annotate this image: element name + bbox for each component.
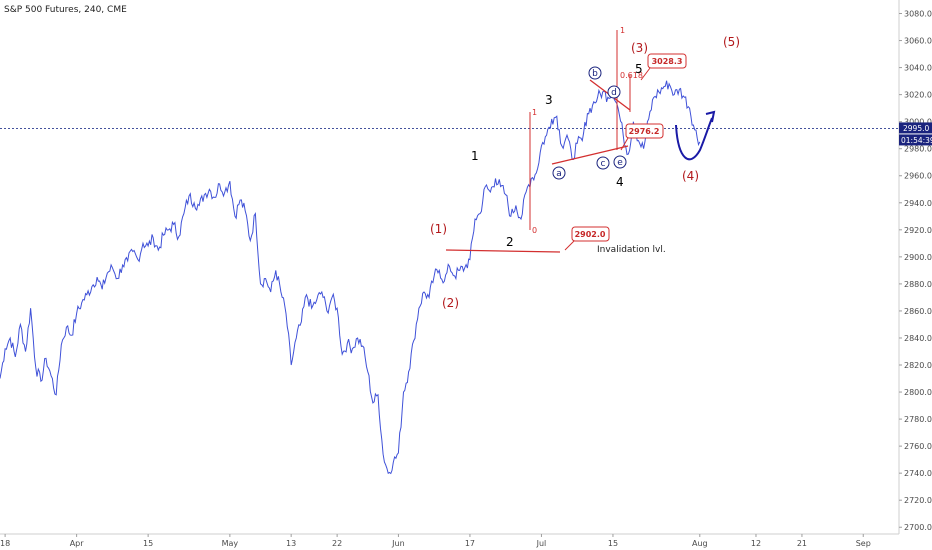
y-tick-label: 2860.0 bbox=[904, 307, 932, 316]
y-tick-label: 2700.0 bbox=[904, 523, 932, 532]
chart-title: S&P 500 Futures, 240, CME bbox=[4, 5, 127, 15]
x-tick-label: 17 bbox=[465, 539, 475, 548]
y-tick-label: 2980.0 bbox=[904, 145, 932, 154]
callout-2902: 2902.0 bbox=[564, 226, 610, 251]
wave-label-red-5: (5) bbox=[723, 35, 740, 49]
forecast-path bbox=[675, 117, 713, 161]
triangle-lower-line bbox=[551, 145, 629, 165]
invalidation-label: Invalidation lvl. bbox=[597, 245, 666, 255]
y-axis[interactable]: 2700.0 2720.0 2740.0 2760.0 2780.0 2800.0 2820… bbox=[898, 0, 932, 534]
x-tick-label: 22 bbox=[332, 539, 342, 548]
forecast-arrowhead bbox=[705, 110, 716, 123]
wave-label-red-2: (2) bbox=[442, 296, 459, 310]
x-tick-label: Jun bbox=[391, 539, 405, 548]
y-tick-label: 3000.0 bbox=[904, 118, 932, 127]
x-tick-label: 12 bbox=[751, 539, 761, 548]
wave-label-black-5: 5 bbox=[635, 62, 643, 76]
svg-text:3028.3: 3028.3 bbox=[652, 57, 683, 66]
svg-text:b: b bbox=[592, 69, 598, 79]
subwave-d: d bbox=[607, 85, 621, 99]
y-tick-label: 3020.0 bbox=[904, 91, 932, 100]
svg-text:c: c bbox=[601, 159, 606, 169]
y-tick-label: 2760.0 bbox=[904, 442, 932, 451]
y-tick-label: 2780.0 bbox=[904, 415, 932, 424]
x-axis[interactable]: 18 Apr 15 May 13 22 Jun 17 Jul 15 Aug 12 21 Sep bbox=[0, 533, 899, 548]
callout-3028: 3028.3 bbox=[640, 53, 687, 81]
y-tick-label: 2880.0 bbox=[904, 280, 932, 289]
x-tick-label: 21 bbox=[797, 539, 807, 548]
svg-text:2976.2: 2976.2 bbox=[629, 127, 660, 136]
fib-label-0618: 0.618 bbox=[620, 71, 643, 80]
x-tick-label: Sep bbox=[856, 539, 871, 548]
svg-text:a: a bbox=[556, 169, 562, 179]
fib-label-top: 1 bbox=[620, 26, 625, 35]
svg-text:2902.0: 2902.0 bbox=[575, 230, 606, 239]
wave-label-red-1: (1) bbox=[430, 222, 447, 236]
price-series-line bbox=[0, 80, 701, 475]
x-tick-label: May bbox=[222, 539, 239, 548]
fib-label-0: 0 bbox=[532, 226, 537, 235]
invalidation-line bbox=[445, 249, 561, 253]
callout-2976: 2976.2 bbox=[620, 123, 664, 151]
x-tick-label: Jul bbox=[536, 539, 547, 548]
plot-area: 1 0 1 0.618 (1) (2) (3) (4) (5) 1 2 3 4 … bbox=[0, 26, 899, 475]
x-tick-label: 15 bbox=[143, 539, 153, 548]
y-tick-label: 2720.0 bbox=[904, 496, 932, 505]
x-tick-label: Aug bbox=[692, 539, 708, 548]
y-tick-label: 3080.0 bbox=[904, 10, 932, 19]
svg-text:e: e bbox=[617, 158, 623, 168]
x-tick-label: Apr bbox=[70, 539, 85, 548]
y-tick-label: 2840.0 bbox=[904, 334, 932, 343]
fib-label-1: 1 bbox=[532, 108, 537, 117]
x-tick-label: 13 bbox=[286, 539, 296, 548]
y-tick-label: 3040.0 bbox=[904, 64, 932, 73]
y-tick-label: 3060.0 bbox=[904, 37, 932, 46]
wave-label-black-3: 3 bbox=[545, 93, 553, 107]
wave-label-black-1: 1 bbox=[471, 149, 479, 163]
current-price-tag: 2995.0 01:54:39 bbox=[899, 122, 932, 146]
wave-label-black-4: 4 bbox=[616, 175, 624, 189]
svg-text:01:54:39: 01:54:39 bbox=[901, 136, 932, 145]
subwave-a: a bbox=[552, 166, 566, 180]
x-tick-label: 18 bbox=[0, 539, 10, 548]
y-tick-label: 2940.0 bbox=[904, 199, 932, 208]
y-tick-label: 2920.0 bbox=[904, 226, 932, 235]
y-tick-label: 2800.0 bbox=[904, 388, 932, 397]
svg-text:d: d bbox=[611, 88, 617, 98]
y-tick-label: 2900.0 bbox=[904, 253, 932, 262]
subwave-c: c bbox=[596, 156, 610, 170]
subwave-e: e bbox=[613, 155, 627, 169]
wave-label-red-4: (4) bbox=[682, 169, 699, 183]
x-tick-label: 15 bbox=[608, 539, 618, 548]
y-tick-label: 2820.0 bbox=[904, 361, 932, 370]
y-tick-label: 2960.0 bbox=[904, 172, 932, 181]
subwave-b: b bbox=[588, 66, 602, 80]
wave-label-black-2: 2 bbox=[506, 235, 514, 249]
wave-label-red-3: (3) bbox=[631, 41, 648, 55]
svg-text:2995.0: 2995.0 bbox=[903, 124, 929, 133]
y-tick-label: 2740.0 bbox=[904, 469, 932, 478]
